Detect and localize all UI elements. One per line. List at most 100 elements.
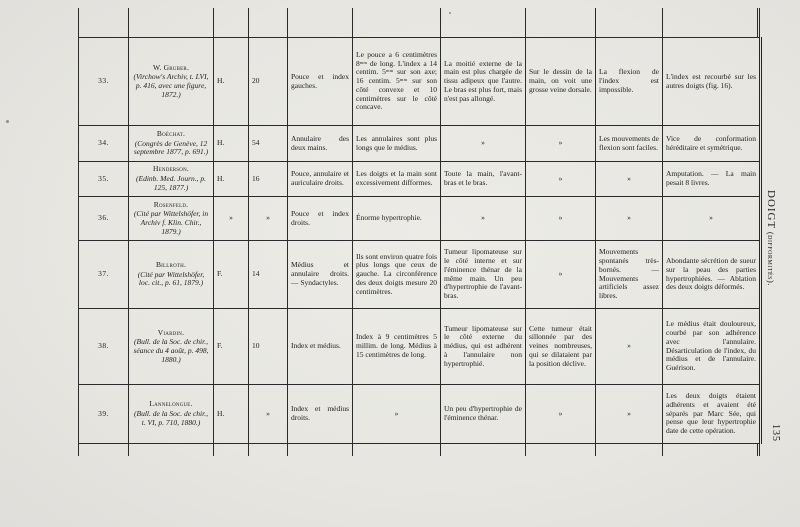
citation-text: (Cité par Wittelshöfer, in Archiv f. Kli…: [133, 209, 209, 236]
table-row: 35. Henderson. (Edinb. Med. Journ., p. 1…: [78, 161, 761, 197]
cell-observations: Le médius était douloureux, courbé par s…: [662, 308, 761, 385]
column-rule: [525, 8, 595, 37]
citation-text: (Edinb. Med. Journ., p. 125, 1877.): [136, 174, 206, 192]
column-rule: [662, 8, 760, 37]
cell-sex: H.: [213, 125, 249, 162]
column-rule: [352, 444, 440, 456]
cell-movements: Mouvements spontanés très-bornés. — Mouv…: [595, 240, 663, 309]
cell-veins: Sur le dessin de la main, on voit une gr…: [525, 37, 596, 126]
cell-sex: F.: [213, 240, 249, 309]
cell-case-number: 36.: [78, 196, 129, 241]
column-rule: [248, 8, 287, 37]
table-cutoff-bottom-edge: [78, 444, 760, 456]
column-rule: [525, 444, 595, 456]
cell-reference: Lannelongue. (Bull. de la Soc. de chir.,…: [128, 384, 214, 444]
page-number: 135: [770, 424, 781, 442]
column-rule: [595, 444, 662, 456]
cell-case-number: 38.: [78, 308, 129, 385]
cell-observations: Les deux doigts étaient adhérents et ava…: [662, 384, 761, 444]
citation-text: (Bull. de la Soc. de chir., séance du 4 …: [133, 337, 209, 364]
column-rule: [595, 8, 662, 37]
cell-case-number: 37.: [78, 240, 129, 309]
cell-veins: »: [525, 161, 596, 197]
author-name: Billroth.: [155, 259, 187, 269]
author-name: Rosenfeld.: [153, 199, 189, 209]
cases-table: 33. W. Gruber. (Virchow's Archiv, t. LVI…: [78, 37, 762, 444]
cell-observations: Abondante sécrétion de sueur sur la peau…: [662, 240, 761, 309]
cell-affected-fingers: Index et médius droits.: [287, 384, 353, 444]
scan-speck: [449, 12, 451, 14]
cell-age: 14: [248, 240, 288, 309]
column-rule: [213, 8, 248, 37]
cell-sex: »: [213, 196, 249, 241]
running-title-word: DOIGT: [765, 190, 777, 230]
table-cutoff-top-edge: [78, 8, 760, 37]
author-name: Henderson.: [153, 164, 189, 174]
cell-movements: »: [595, 384, 663, 444]
running-title-paren: (difformités).: [766, 231, 776, 286]
cell-movements: Les mouvements de flexion sont faciles.: [595, 125, 663, 162]
cell-age: 16: [248, 161, 288, 197]
cases-table-body: 33. W. Gruber. (Virchow's Archiv, t. LVI…: [78, 37, 761, 444]
column-rule: [440, 8, 525, 37]
cell-dimensions: Le pouce a 6 centimètres 8ᵐᵐ de long. L'…: [352, 37, 441, 126]
citation-text: (Cité par Wittelshöfer, loc. cit., p. 61…: [137, 269, 205, 288]
cell-dimensions: Énorme hypertrophie.: [352, 196, 441, 241]
column-rule: [287, 8, 352, 37]
table-row: 36. Rosenfeld. (Cité par Wittelshöfer, i…: [78, 196, 761, 241]
cell-affected-fingers: Pouce et index droits.: [287, 196, 353, 241]
column-rule: [78, 8, 128, 37]
cell-age: 20: [248, 37, 288, 126]
cell-state: »: [440, 196, 526, 241]
column-rule: [662, 444, 760, 456]
cell-reference: Boëchat. (Congrès de Genève, 12 septembr…: [128, 125, 214, 162]
cell-observations: »: [662, 196, 761, 241]
cell-age: 54: [248, 125, 288, 162]
cell-age: »: [248, 384, 288, 444]
cell-state: Toute la main, l'avant-bras et le bras.: [440, 161, 526, 197]
cell-case-number: 39.: [78, 384, 129, 444]
cell-sex: H.: [213, 37, 249, 126]
cell-dimensions: »: [352, 384, 441, 444]
cell-veins: »: [525, 240, 596, 309]
cell-movements: »: [595, 308, 663, 385]
column-rule: [287, 444, 352, 456]
author-name: Lannelongue.: [149, 399, 193, 409]
cell-veins: »: [525, 196, 596, 241]
cell-veins: Cette tumeur était sillonnée par des vei…: [525, 308, 596, 385]
cell-reference: Viardin. (Bull. de la Soc. de chir., séa…: [128, 308, 214, 385]
citation-text: (Bull. de la Soc. de chir., t. VI, p. 71…: [134, 409, 208, 427]
cell-dimensions: Les doigts et la main sont excessivement…: [352, 161, 441, 197]
cell-dimensions: Les annulaires sont plus longs que le mé…: [352, 125, 441, 162]
table-row: 34. Boëchat. (Congrès de Genève, 12 sept…: [78, 125, 761, 162]
cell-dimensions: Index à 9 centimètres 5 millim. de long.…: [352, 308, 441, 385]
margin-running-title: DOIGT (difformités).: [762, 190, 780, 350]
cell-movements: La flexion de l'index est impossible.: [595, 37, 663, 126]
cell-case-number: 33.: [78, 37, 129, 126]
cell-age: »: [248, 196, 288, 241]
cell-sex: F.: [213, 308, 249, 385]
column-rule: [213, 444, 248, 456]
cell-affected-fingers: Pouce, annulaire et auriculaire droits.: [287, 161, 353, 197]
cell-age: 10: [248, 308, 288, 385]
cell-movements: »: [595, 161, 663, 197]
author-name: W. Gruber.: [152, 62, 190, 72]
cell-reference: Henderson. (Edinb. Med. Journ., p. 125, …: [128, 161, 214, 197]
cell-affected-fingers: Annulaire des deux mains.: [287, 125, 353, 162]
cell-dimensions: Ils sont environ quatre fois plus longs …: [352, 240, 441, 309]
table-row: 39. Lannelongue. (Bull. de la Soc. de ch…: [78, 384, 761, 444]
cell-case-number: 34.: [78, 125, 129, 162]
column-rule: [128, 444, 213, 456]
column-rule: [78, 444, 128, 456]
cell-affected-fingers: Médius et annulaire droits. — Syndactyle…: [287, 240, 353, 309]
cell-reference: Rosenfeld. (Cité par Wittelshöfer, in Ar…: [128, 196, 214, 241]
cell-case-number: 35.: [78, 161, 129, 197]
cell-affected-fingers: Pouce et index gauches.: [287, 37, 353, 126]
column-rule: [248, 444, 287, 456]
column-rule: [128, 8, 213, 37]
table-row: 33. W. Gruber. (Virchow's Archiv, t. LVI…: [78, 37, 761, 126]
cell-observations: Amputation. — La main pesait 8 livres.: [662, 161, 761, 197]
cell-state: La moitié externe de la main est plus ch…: [440, 37, 526, 126]
cell-movements: »: [595, 196, 663, 241]
